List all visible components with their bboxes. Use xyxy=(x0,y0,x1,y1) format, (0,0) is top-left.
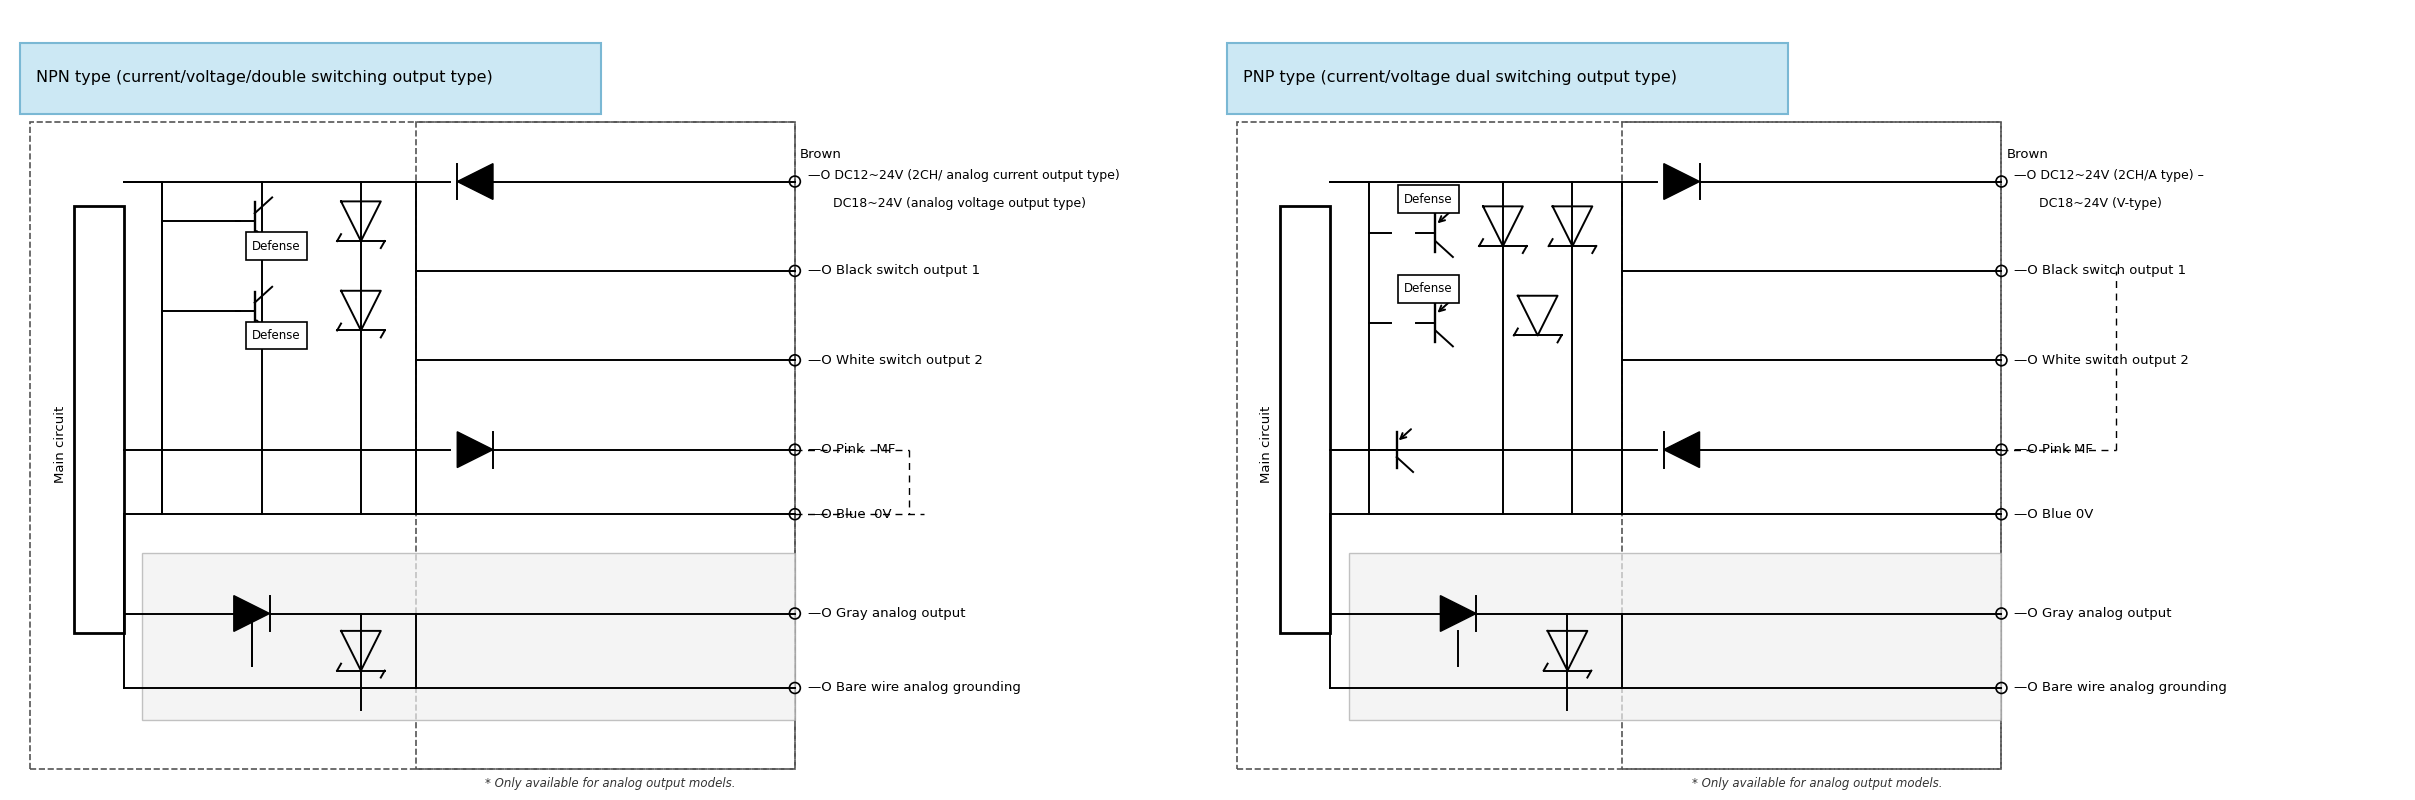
Text: —O Gray analog output: —O Gray analog output xyxy=(807,607,966,620)
Bar xyxy=(1236,122,2002,770)
Text: —O Black switch output 1: —O Black switch output 1 xyxy=(2014,265,2186,278)
Text: —O Bare wire analog grounding: —O Bare wire analog grounding xyxy=(807,682,1022,694)
Bar xyxy=(31,122,795,770)
Text: —O Blue  0V: —O Blue 0V xyxy=(807,508,891,521)
Polygon shape xyxy=(1439,596,1476,631)
Text: Defense: Defense xyxy=(1403,193,1454,206)
Text: * Only available for analog output models.: * Only available for analog output model… xyxy=(485,777,737,790)
Bar xyxy=(75,206,123,634)
Text: DC18~24V (analog voltage output type): DC18~24V (analog voltage output type) xyxy=(833,197,1087,210)
Text: —O Pink MF: —O Pink MF xyxy=(2014,443,2094,456)
Text: —O DC12~24V (2CH/A type) –: —O DC12~24V (2CH/A type) – xyxy=(2014,169,2205,182)
Bar xyxy=(19,42,601,114)
Text: —O White switch output 2: —O White switch output 2 xyxy=(807,354,983,366)
Text: Main circuit: Main circuit xyxy=(53,406,68,483)
Polygon shape xyxy=(1664,432,1700,467)
Text: —O DC12~24V (2CH/ analog current output type): —O DC12~24V (2CH/ analog current output … xyxy=(807,169,1121,182)
Text: DC18~24V (V-type): DC18~24V (V-type) xyxy=(2038,197,2161,210)
Polygon shape xyxy=(456,432,493,467)
Bar xyxy=(415,122,795,770)
Bar xyxy=(246,322,307,350)
Text: PNP type (current/voltage dual switching output type): PNP type (current/voltage dual switching… xyxy=(1244,70,1676,86)
Text: Defense: Defense xyxy=(1403,282,1454,295)
Text: Brown: Brown xyxy=(799,148,843,162)
Text: —O Bare wire analog grounding: —O Bare wire analog grounding xyxy=(2014,682,2227,694)
Bar xyxy=(1623,122,2002,770)
Bar xyxy=(1398,186,1459,214)
Bar xyxy=(1227,42,1787,114)
Bar xyxy=(142,553,795,720)
Bar xyxy=(246,232,307,260)
Text: —O Gray analog output: —O Gray analog output xyxy=(2014,607,2171,620)
Text: Defense: Defense xyxy=(251,239,302,253)
Bar xyxy=(1350,553,2002,720)
Text: Brown: Brown xyxy=(2007,148,2048,162)
Text: NPN type (current/voltage/double switching output type): NPN type (current/voltage/double switchi… xyxy=(36,70,493,86)
Text: —O Blue 0V: —O Blue 0V xyxy=(2014,508,2094,521)
Text: Main circuit: Main circuit xyxy=(1261,406,1273,483)
Polygon shape xyxy=(234,596,270,631)
Bar xyxy=(1398,275,1459,302)
Bar xyxy=(1280,206,1331,634)
Text: —O White switch output 2: —O White switch output 2 xyxy=(2014,354,2190,366)
Text: —O Black switch output 1: —O Black switch output 1 xyxy=(807,265,980,278)
Polygon shape xyxy=(1664,164,1700,199)
Text: Defense: Defense xyxy=(251,329,302,342)
Text: —O Pink   MF: —O Pink MF xyxy=(807,443,896,456)
Text: * Only available for analog output models.: * Only available for analog output model… xyxy=(1690,777,1942,790)
Polygon shape xyxy=(456,164,493,199)
